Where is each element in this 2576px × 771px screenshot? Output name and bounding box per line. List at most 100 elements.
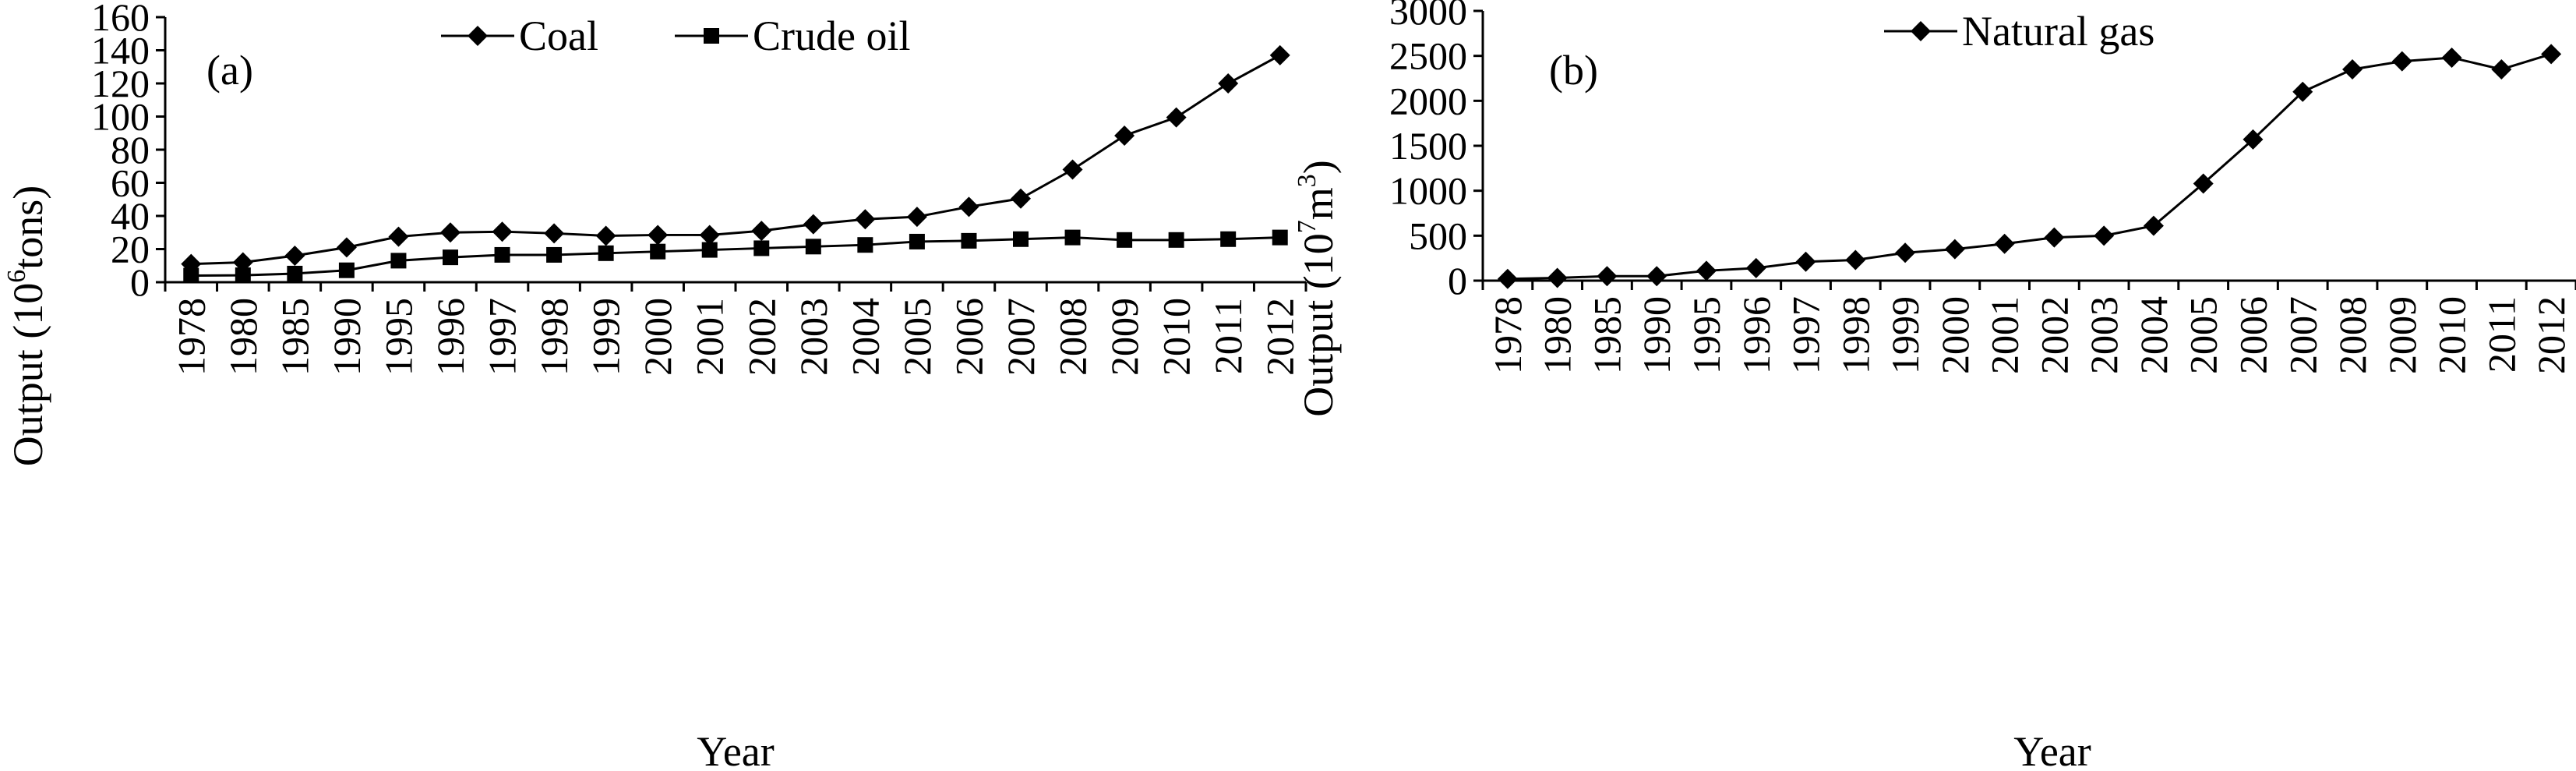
data-point-crude-oil xyxy=(546,246,563,263)
legend-label: Natural gas xyxy=(1962,8,2154,55)
x-tick-label: 1997 xyxy=(1784,296,1828,374)
y-tick-label: 100 xyxy=(91,95,150,139)
panel-a-coal-crude-oil-chart: (a) Output (106tons) Year 02040608010012… xyxy=(2,0,1307,771)
x-tick-label: 2007 xyxy=(999,298,1043,376)
data-point-crude-oil xyxy=(1220,231,1237,247)
panel-b-legend: Natural gas xyxy=(1884,8,2154,55)
data-point-crude-oil xyxy=(598,245,614,261)
series-line-crude-oil xyxy=(191,236,1280,277)
x-tick-label: 1990 xyxy=(1635,296,1678,374)
y-tick-label: 140 xyxy=(91,29,150,73)
data-point-coal xyxy=(1011,188,1031,209)
y-tick-label: 3000 xyxy=(1389,0,1467,33)
y-tick-label: 40 xyxy=(111,194,150,238)
y-tick-label: 1500 xyxy=(1389,124,1467,168)
data-point-coal xyxy=(1062,159,1083,180)
data-point-coal xyxy=(751,221,772,242)
y-tick-label: 60 xyxy=(111,161,150,205)
data-point-coal xyxy=(440,222,461,243)
y-tick-label: 500 xyxy=(1409,214,1467,257)
data-point-coal xyxy=(232,252,253,273)
data-point-natural-gas xyxy=(2491,58,2512,80)
legend-label: Coal xyxy=(519,12,598,59)
panel-a-x-ticks: 1978 1980 1985 1990 1995 1996 1997 1998 1999 2000… xyxy=(164,282,1307,376)
data-point-coal xyxy=(699,225,720,246)
data-point-crude-oil xyxy=(443,249,458,266)
data-point-coal xyxy=(1114,125,1135,146)
data-point-natural-gas xyxy=(1696,260,1717,281)
y-tick-label: 2500 xyxy=(1389,34,1467,78)
data-point-natural-gas xyxy=(2391,51,2412,72)
x-tick-label: 2003 xyxy=(792,298,835,376)
data-point-coal xyxy=(284,246,305,266)
data-point-natural-gas xyxy=(2441,47,2462,68)
data-point-coal xyxy=(958,196,979,218)
panel-a-y-axis-label: Output (106tons) xyxy=(2,186,51,467)
x-tick-label: 2010 xyxy=(2430,296,2474,374)
x-tick-label: 2002 xyxy=(2032,296,2076,374)
y-tick-label: 20 xyxy=(111,228,150,271)
data-point-crude-oil xyxy=(753,240,770,256)
data-point-natural-gas xyxy=(1597,266,1618,287)
data-point-natural-gas xyxy=(2342,58,2363,80)
x-tick-label: 1998 xyxy=(1833,296,1877,374)
x-tick-label: 1995 xyxy=(376,298,420,376)
x-tick-label: 2007 xyxy=(2281,296,2324,374)
x-tick-label: 2000 xyxy=(636,298,679,376)
data-point-natural-gas xyxy=(2143,215,2164,236)
data-point-natural-gas xyxy=(1497,268,1518,289)
x-tick-label: 2009 xyxy=(2380,296,2424,374)
panel-b-natural-gas-chart: (b) Output (107m3) Year 0500100015002000… xyxy=(1293,0,2576,771)
data-point-coal xyxy=(855,209,876,230)
legend-marker xyxy=(468,26,488,46)
x-tick-label: 2011 xyxy=(2479,296,2523,373)
data-point-natural-gas xyxy=(1845,249,1866,271)
y-tick-label: 0 xyxy=(1448,259,1467,302)
data-point-crude-oil xyxy=(494,246,510,263)
x-tick-label: 2005 xyxy=(895,298,939,376)
panel-b-x-ticks: 1978 1980 1985 1990 1995 1996 1997 1998 1999 2000… xyxy=(1481,281,2576,374)
x-tick-label: 1980 xyxy=(1536,296,1579,374)
data-point-crude-oil xyxy=(961,232,977,249)
y-tick-label: 2000 xyxy=(1389,79,1467,122)
x-tick-label: 1980 xyxy=(221,298,265,376)
data-point-crude-oil xyxy=(701,242,718,258)
y-tick-label: 160 xyxy=(91,0,150,39)
x-tick-label: 2008 xyxy=(2331,296,2374,374)
x-tick-label: 1990 xyxy=(325,298,369,376)
x-tick-label: 2004 xyxy=(2132,296,2175,374)
x-tick-label: 1978 xyxy=(169,298,213,376)
x-tick-label: 1996 xyxy=(429,298,472,376)
y-tick-label: 1000 xyxy=(1389,169,1467,213)
data-point-crude-oil xyxy=(287,265,303,281)
data-point-crude-oil xyxy=(1064,229,1081,246)
data-point-natural-gas xyxy=(2044,227,2065,248)
data-point-natural-gas xyxy=(1895,242,1916,263)
y-tick-label: 0 xyxy=(130,260,150,304)
x-tick-label: 1997 xyxy=(481,298,524,376)
legend-marker xyxy=(1911,21,1931,41)
x-tick-label: 2011 xyxy=(1206,298,1250,374)
x-tick-label: 1998 xyxy=(532,298,576,376)
x-tick-label: 1978 xyxy=(1486,296,1530,374)
x-tick-label: 2001 xyxy=(1983,296,2027,374)
data-point-coal xyxy=(906,207,927,228)
data-point-coal xyxy=(648,225,669,246)
x-tick-label: 1985 xyxy=(273,298,316,376)
data-point-coal xyxy=(1218,73,1239,94)
data-point-crude-oil xyxy=(1168,232,1184,248)
x-tick-label: 2008 xyxy=(1051,298,1095,376)
data-point-coal xyxy=(492,221,513,242)
x-tick-label: 1999 xyxy=(584,298,628,376)
panel-a-plot-area xyxy=(164,17,1306,284)
x-tick-label: 2000 xyxy=(1933,296,1977,374)
panel-b-label: (b) xyxy=(1549,47,1598,94)
data-point-natural-gas xyxy=(2541,44,2562,65)
data-point-crude-oil xyxy=(1272,229,1288,246)
x-tick-label: 2006 xyxy=(947,298,990,376)
data-point-coal xyxy=(803,214,824,235)
x-tick-label: 2002 xyxy=(739,298,783,376)
series-line-natural-gas xyxy=(1507,52,2552,281)
